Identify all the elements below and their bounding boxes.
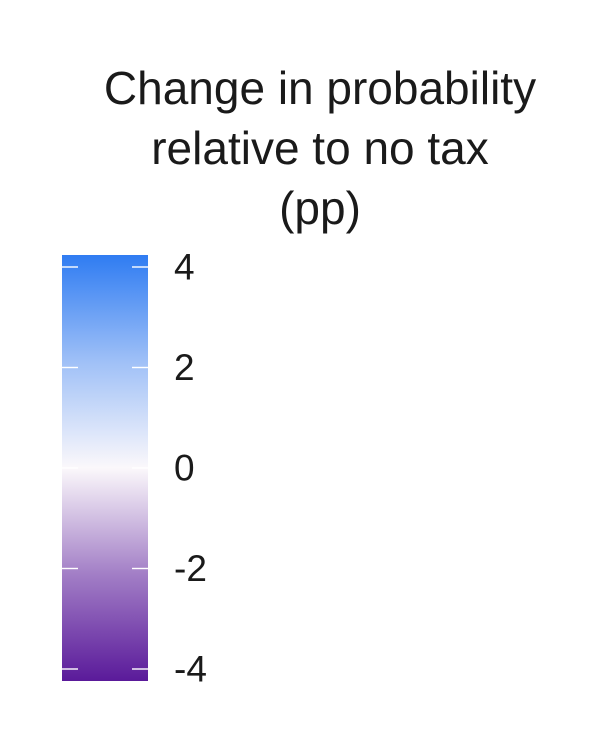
legend-title-line-3: (pp) xyxy=(279,182,361,234)
legend-title-line-1: Change in probability xyxy=(103,62,537,114)
colorbar-tick-label: -4 xyxy=(174,649,207,690)
colorbar-tick-labels: 4 2 0 -2 -4 xyxy=(174,247,207,690)
colorbar-tick-label: -2 xyxy=(174,548,207,589)
legend-title: Change in probability relative to no tax… xyxy=(40,58,592,238)
colorbar-tick-label: 4 xyxy=(174,247,195,288)
colorbar-tick-label: 2 xyxy=(174,347,195,388)
colorbar-ticks xyxy=(62,266,148,670)
colorbar-tick-label: 0 xyxy=(174,448,195,489)
legend-title-line-2: relative to no tax xyxy=(151,122,489,174)
